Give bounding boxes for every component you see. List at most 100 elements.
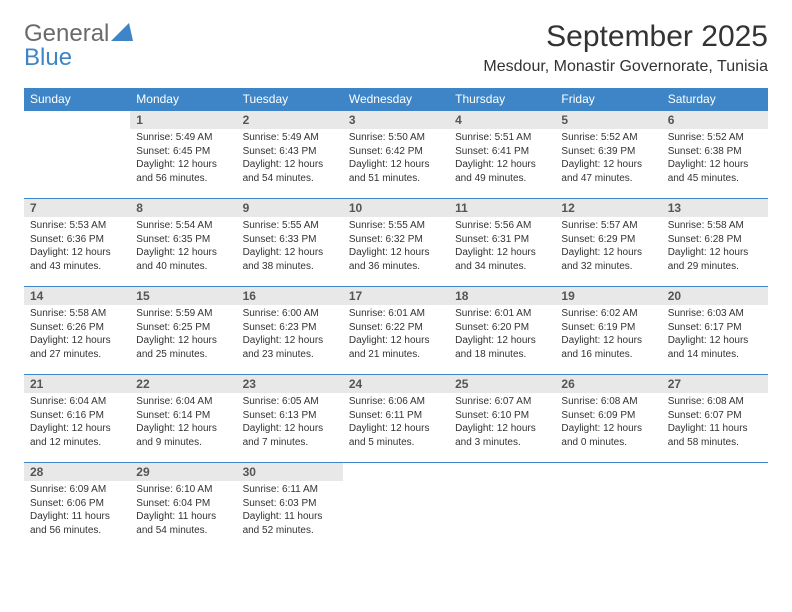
day-body: Sunrise: 6:05 AMSunset: 6:13 PMDaylight:… <box>237 393 343 455</box>
calendar-table: SundayMondayTuesdayWednesdayThursdayFrid… <box>24 88 768 551</box>
calendar-day-cell: 3Sunrise: 5:50 AMSunset: 6:42 PMDaylight… <box>343 111 449 199</box>
day-body: Sunrise: 6:02 AMSunset: 6:19 PMDaylight:… <box>555 305 661 367</box>
calendar-day-cell: 15Sunrise: 5:59 AMSunset: 6:25 PMDayligh… <box>130 287 236 375</box>
calendar-day-cell: 23Sunrise: 6:05 AMSunset: 6:13 PMDayligh… <box>237 375 343 463</box>
weekday-header: Monday <box>130 88 236 111</box>
calendar-day-cell: 6Sunrise: 5:52 AMSunset: 6:38 PMDaylight… <box>662 111 768 199</box>
weekday-header: Saturday <box>662 88 768 111</box>
logo: General Blue <box>24 20 133 70</box>
day-number: 24 <box>343 375 449 393</box>
day-body: Sunrise: 6:07 AMSunset: 6:10 PMDaylight:… <box>449 393 555 455</box>
day-number: 26 <box>555 375 661 393</box>
day-body: Sunrise: 6:01 AMSunset: 6:22 PMDaylight:… <box>343 305 449 367</box>
calendar-day-cell: 29Sunrise: 6:10 AMSunset: 6:04 PMDayligh… <box>130 463 236 551</box>
day-number: 5 <box>555 111 661 129</box>
weekday-header: Tuesday <box>237 88 343 111</box>
title-block: September 2025 Mesdour, Monastir Governo… <box>483 20 768 84</box>
weekday-header: Wednesday <box>343 88 449 111</box>
day-number: 12 <box>555 199 661 217</box>
calendar-day-cell: 11Sunrise: 5:56 AMSunset: 6:31 PMDayligh… <box>449 199 555 287</box>
day-body: Sunrise: 6:04 AMSunset: 6:16 PMDaylight:… <box>24 393 130 455</box>
day-body: Sunrise: 5:49 AMSunset: 6:45 PMDaylight:… <box>130 129 236 191</box>
calendar-day-cell: 8Sunrise: 5:54 AMSunset: 6:35 PMDaylight… <box>130 199 236 287</box>
day-number: 29 <box>130 463 236 481</box>
day-body: Sunrise: 6:01 AMSunset: 6:20 PMDaylight:… <box>449 305 555 367</box>
day-body: Sunrise: 6:00 AMSunset: 6:23 PMDaylight:… <box>237 305 343 367</box>
weekday-header-row: SundayMondayTuesdayWednesdayThursdayFrid… <box>24 88 768 111</box>
day-number: 23 <box>237 375 343 393</box>
day-body: Sunrise: 5:50 AMSunset: 6:42 PMDaylight:… <box>343 129 449 191</box>
day-body: Sunrise: 6:11 AMSunset: 6:03 PMDaylight:… <box>237 481 343 543</box>
calendar-day-cell <box>343 463 449 551</box>
day-number: 28 <box>24 463 130 481</box>
day-number: 9 <box>237 199 343 217</box>
day-body: Sunrise: 5:58 AMSunset: 6:26 PMDaylight:… <box>24 305 130 367</box>
calendar-day-cell: 30Sunrise: 6:11 AMSunset: 6:03 PMDayligh… <box>237 463 343 551</box>
calendar-week-row: 7Sunrise: 5:53 AMSunset: 6:36 PMDaylight… <box>24 199 768 287</box>
calendar-day-cell: 5Sunrise: 5:52 AMSunset: 6:39 PMDaylight… <box>555 111 661 199</box>
day-body: Sunrise: 6:09 AMSunset: 6:06 PMDaylight:… <box>24 481 130 543</box>
calendar-day-cell: 16Sunrise: 6:00 AMSunset: 6:23 PMDayligh… <box>237 287 343 375</box>
day-number: 25 <box>449 375 555 393</box>
calendar-day-cell: 26Sunrise: 6:08 AMSunset: 6:09 PMDayligh… <box>555 375 661 463</box>
day-body: Sunrise: 6:08 AMSunset: 6:07 PMDaylight:… <box>662 393 768 455</box>
calendar-day-cell: 10Sunrise: 5:55 AMSunset: 6:32 PMDayligh… <box>343 199 449 287</box>
day-number: 22 <box>130 375 236 393</box>
day-body: Sunrise: 5:56 AMSunset: 6:31 PMDaylight:… <box>449 217 555 279</box>
calendar-day-cell <box>555 463 661 551</box>
day-body: Sunrise: 5:51 AMSunset: 6:41 PMDaylight:… <box>449 129 555 191</box>
calendar-day-cell: 17Sunrise: 6:01 AMSunset: 6:22 PMDayligh… <box>343 287 449 375</box>
location-text: Mesdour, Monastir Governorate, Tunisia <box>483 58 768 76</box>
calendar-day-cell: 2Sunrise: 5:49 AMSunset: 6:43 PMDaylight… <box>237 111 343 199</box>
calendar-week-row: 1Sunrise: 5:49 AMSunset: 6:45 PMDaylight… <box>24 111 768 199</box>
day-number: 1 <box>130 111 236 129</box>
day-body: Sunrise: 6:04 AMSunset: 6:14 PMDaylight:… <box>130 393 236 455</box>
day-number: 10 <box>343 199 449 217</box>
day-body: Sunrise: 5:59 AMSunset: 6:25 PMDaylight:… <box>130 305 236 367</box>
month-title: September 2025 <box>483 20 768 54</box>
day-number: 20 <box>662 287 768 305</box>
logo-sail-icon <box>111 23 133 41</box>
calendar-day-cell: 21Sunrise: 6:04 AMSunset: 6:16 PMDayligh… <box>24 375 130 463</box>
calendar-day-cell: 20Sunrise: 6:03 AMSunset: 6:17 PMDayligh… <box>662 287 768 375</box>
calendar-day-cell: 25Sunrise: 6:07 AMSunset: 6:10 PMDayligh… <box>449 375 555 463</box>
day-body: Sunrise: 6:08 AMSunset: 6:09 PMDaylight:… <box>555 393 661 455</box>
day-number: 11 <box>449 199 555 217</box>
day-number: 13 <box>662 199 768 217</box>
calendar-day-cell: 18Sunrise: 6:01 AMSunset: 6:20 PMDayligh… <box>449 287 555 375</box>
day-number: 19 <box>555 287 661 305</box>
day-body: Sunrise: 6:10 AMSunset: 6:04 PMDaylight:… <box>130 481 236 543</box>
weekday-header: Friday <box>555 88 661 111</box>
day-body: Sunrise: 6:03 AMSunset: 6:17 PMDaylight:… <box>662 305 768 367</box>
weekday-header: Sunday <box>24 88 130 111</box>
day-number: 17 <box>343 287 449 305</box>
calendar-day-cell <box>449 463 555 551</box>
day-body: Sunrise: 5:52 AMSunset: 6:38 PMDaylight:… <box>662 129 768 191</box>
calendar-week-row: 28Sunrise: 6:09 AMSunset: 6:06 PMDayligh… <box>24 463 768 551</box>
day-body: Sunrise: 5:54 AMSunset: 6:35 PMDaylight:… <box>130 217 236 279</box>
day-body: Sunrise: 5:53 AMSunset: 6:36 PMDaylight:… <box>24 217 130 279</box>
calendar-day-cell: 19Sunrise: 6:02 AMSunset: 6:19 PMDayligh… <box>555 287 661 375</box>
calendar-day-cell: 7Sunrise: 5:53 AMSunset: 6:36 PMDaylight… <box>24 199 130 287</box>
day-number: 2 <box>237 111 343 129</box>
calendar-day-cell: 24Sunrise: 6:06 AMSunset: 6:11 PMDayligh… <box>343 375 449 463</box>
day-number: 27 <box>662 375 768 393</box>
day-body: Sunrise: 5:49 AMSunset: 6:43 PMDaylight:… <box>237 129 343 191</box>
calendar-day-cell: 9Sunrise: 5:55 AMSunset: 6:33 PMDaylight… <box>237 199 343 287</box>
calendar-day-cell <box>24 111 130 199</box>
day-body: Sunrise: 6:06 AMSunset: 6:11 PMDaylight:… <box>343 393 449 455</box>
calendar-day-cell: 4Sunrise: 5:51 AMSunset: 6:41 PMDaylight… <box>449 111 555 199</box>
day-body: Sunrise: 5:58 AMSunset: 6:28 PMDaylight:… <box>662 217 768 279</box>
day-body: Sunrise: 5:55 AMSunset: 6:32 PMDaylight:… <box>343 217 449 279</box>
calendar-day-cell: 28Sunrise: 6:09 AMSunset: 6:06 PMDayligh… <box>24 463 130 551</box>
calendar-day-cell: 1Sunrise: 5:49 AMSunset: 6:45 PMDaylight… <box>130 111 236 199</box>
day-body: Sunrise: 5:52 AMSunset: 6:39 PMDaylight:… <box>555 129 661 191</box>
day-number: 18 <box>449 287 555 305</box>
day-number: 21 <box>24 375 130 393</box>
day-number: 6 <box>662 111 768 129</box>
header: General Blue September 2025 Mesdour, Mon… <box>24 20 768 84</box>
calendar-day-cell: 22Sunrise: 6:04 AMSunset: 6:14 PMDayligh… <box>130 375 236 463</box>
day-body: Sunrise: 5:55 AMSunset: 6:33 PMDaylight:… <box>237 217 343 279</box>
calendar-body: 1Sunrise: 5:49 AMSunset: 6:45 PMDaylight… <box>24 111 768 551</box>
day-number: 15 <box>130 287 236 305</box>
